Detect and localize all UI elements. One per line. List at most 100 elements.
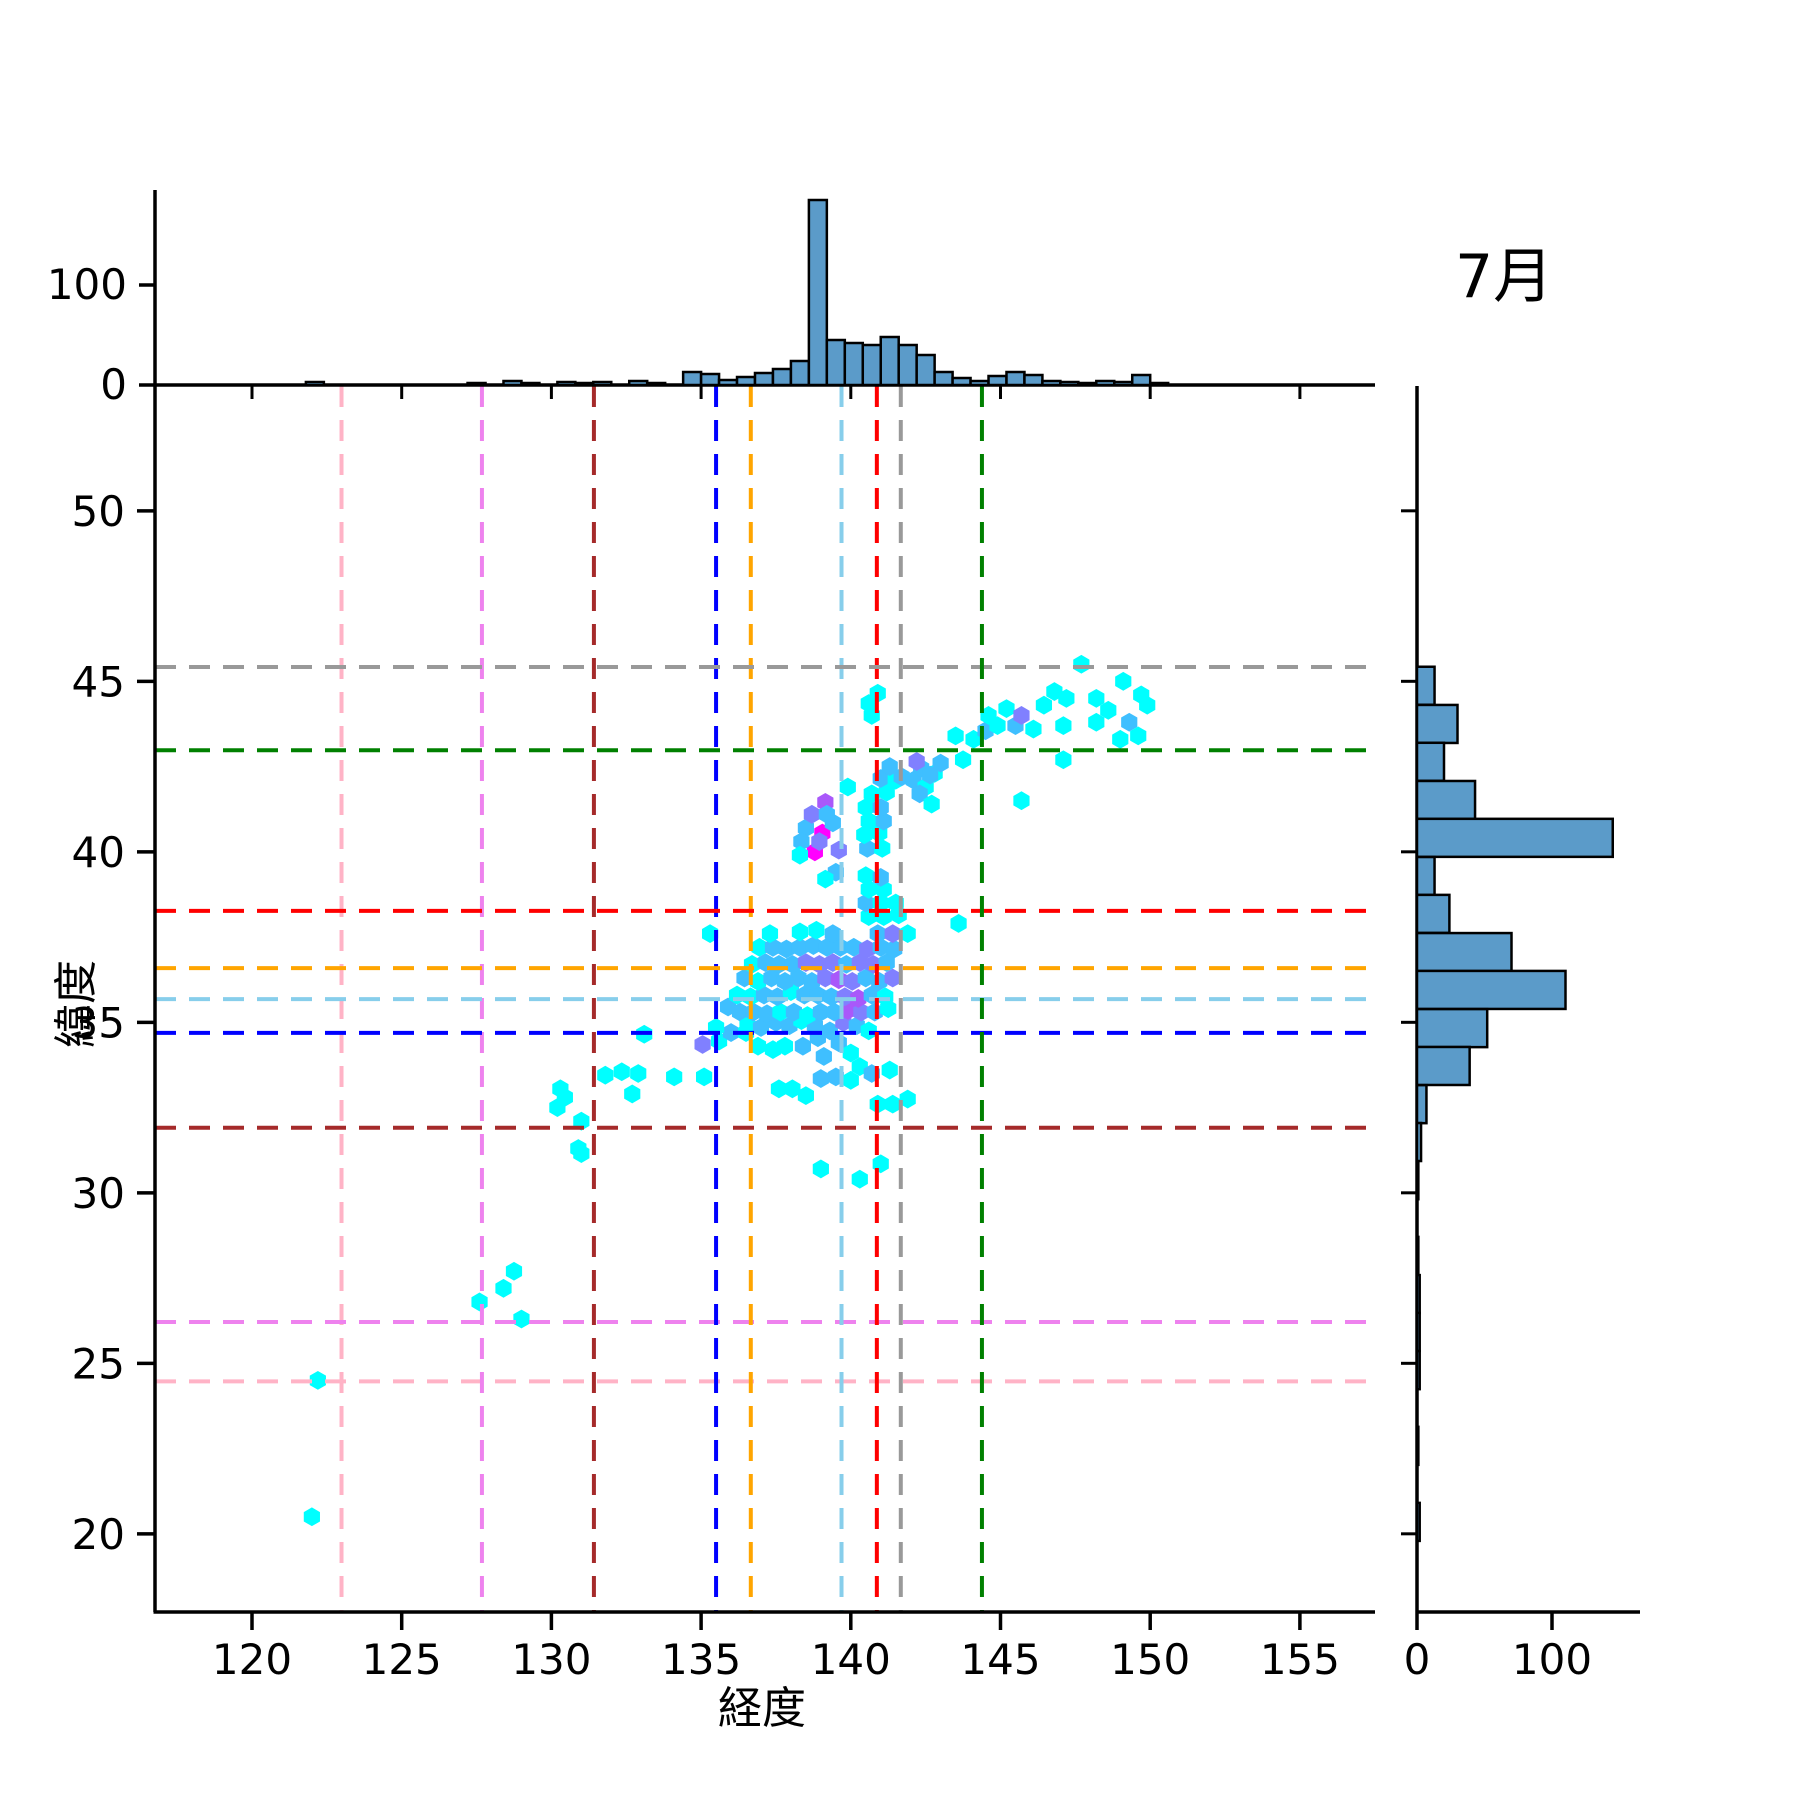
- hex-cell: [881, 757, 898, 776]
- reference-lines: [155, 386, 1375, 1612]
- hex-cell: [624, 1084, 641, 1104]
- hex-cell: [850, 989, 867, 1008]
- hex-cell: [1088, 688, 1105, 708]
- top-hist-bar: [681, 370, 703, 387]
- hex-cell: [471, 1292, 488, 1312]
- hex-cell: [815, 1047, 832, 1066]
- x-tick-label: 145: [960, 1635, 1040, 1684]
- hex-cell: [859, 939, 876, 959]
- top-hist-bar: [807, 198, 829, 387]
- hex-cell: [857, 893, 874, 913]
- hex-cell: [758, 1004, 776, 1024]
- hex-cell: [947, 726, 964, 746]
- hex-cell: [950, 914, 967, 933]
- hex-cell: [736, 968, 753, 988]
- top-hist-bar: [592, 380, 613, 387]
- hexbin-layer: [303, 654, 1156, 1527]
- hex-cell: [630, 1064, 647, 1083]
- top-hist-bar: [1148, 381, 1170, 387]
- hex-cell: [573, 1144, 590, 1164]
- hex-cell: [763, 968, 780, 988]
- hex-cell: [597, 1065, 614, 1085]
- top-histogram: 100 0: [47, 190, 1375, 409]
- hex-cell: [932, 753, 949, 773]
- hex-cell: [1013, 791, 1030, 811]
- right-hist-bar: [1415, 1007, 1489, 1049]
- y-tick-label: 35: [72, 998, 125, 1047]
- hex-cell: [857, 866, 874, 886]
- hex-cell: [884, 924, 901, 944]
- hex-cell: [613, 1062, 630, 1082]
- hex-cell: [812, 1069, 829, 1088]
- hex-cell: [811, 832, 828, 851]
- top-hist-bar: [1005, 370, 1026, 387]
- right-hist-bar: [1415, 1121, 1423, 1163]
- y-tick-label: 50: [72, 487, 125, 536]
- hex-cell: [790, 968, 807, 988]
- hex-cell: [784, 1079, 801, 1099]
- right-hist-bar: [1415, 893, 1451, 935]
- hex-cell: [812, 1002, 829, 1022]
- hex-cell: [922, 765, 939, 785]
- top-hist-bar: [753, 371, 775, 387]
- x-tick-label: 125: [362, 1635, 442, 1684]
- top-hist-bar: [1023, 373, 1044, 387]
- hex-cell: [851, 1169, 868, 1189]
- hex-cell: [853, 1002, 870, 1022]
- hex-cell: [821, 1021, 838, 1041]
- hex-cell: [731, 1002, 749, 1022]
- hex-cell: [1035, 695, 1053, 715]
- y-tick-label: 30: [72, 1169, 125, 1218]
- top-hist-bar: [645, 381, 667, 387]
- hex-cell: [1130, 726, 1147, 746]
- hex-cell: [844, 972, 861, 991]
- hex-cell: [695, 1067, 713, 1087]
- hex-cell: [911, 784, 928, 804]
- hex-cell: [998, 699, 1015, 719]
- top-hist-bar: [789, 359, 811, 387]
- chart-title: 7月: [1455, 242, 1554, 312]
- hex-cell: [752, 1018, 770, 1037]
- x-tick-label: 150: [1110, 1635, 1190, 1684]
- top-hist-bar: [556, 380, 577, 387]
- hex-cell: [799, 1006, 816, 1025]
- right-hist-bar: [1415, 1273, 1421, 1315]
- right-hist-bar: [1415, 1159, 1420, 1201]
- right-hist-bar: [1415, 1083, 1428, 1125]
- right-hist-bar: [1415, 741, 1446, 783]
- hex-cell: [1088, 712, 1105, 732]
- right-hist-bar: [1415, 1501, 1421, 1543]
- y-tick-label: 25: [72, 1339, 125, 1388]
- hex-cell: [778, 939, 795, 959]
- hex-cell: [817, 968, 834, 988]
- x-tick-label: 155: [1260, 1635, 1340, 1684]
- hex-cell: [886, 939, 903, 959]
- hex-cell: [751, 937, 768, 957]
- top-hist-bar: [502, 379, 523, 387]
- top-hist-bar: [1113, 380, 1134, 387]
- hex-cell: [776, 972, 794, 991]
- main-axes: 120 125 130 135 140 145 150 155 50 45 40 35 30 25 20: [72, 386, 1375, 1684]
- hex-cell: [495, 1278, 512, 1298]
- x-tick-label: 140: [811, 1635, 891, 1684]
- hex-cell: [666, 1067, 683, 1087]
- top-hist-bar: [825, 338, 847, 387]
- right-hist-bar: [1415, 703, 1459, 745]
- top-hist-bar: [520, 381, 541, 387]
- hex-cell: [513, 1309, 530, 1329]
- right-hist-bar: [1415, 779, 1477, 821]
- hex-cell: [857, 798, 874, 817]
- top-hist-bar: [466, 381, 487, 387]
- top-hist-bar: [735, 375, 757, 387]
- top-hist-bar: [1059, 380, 1080, 387]
- hex-cell: [764, 937, 782, 957]
- right-hist-bar: [1415, 855, 1436, 897]
- top-hist-bar: [1077, 381, 1098, 387]
- top-hist-bar: [1130, 373, 1152, 387]
- hex-cell: [878, 782, 895, 802]
- right-hist-bar: [1415, 1425, 1420, 1467]
- x-axis-label: 経度: [718, 1683, 806, 1734]
- x-tick-label: 130: [511, 1635, 591, 1684]
- hex-cell: [1055, 750, 1072, 770]
